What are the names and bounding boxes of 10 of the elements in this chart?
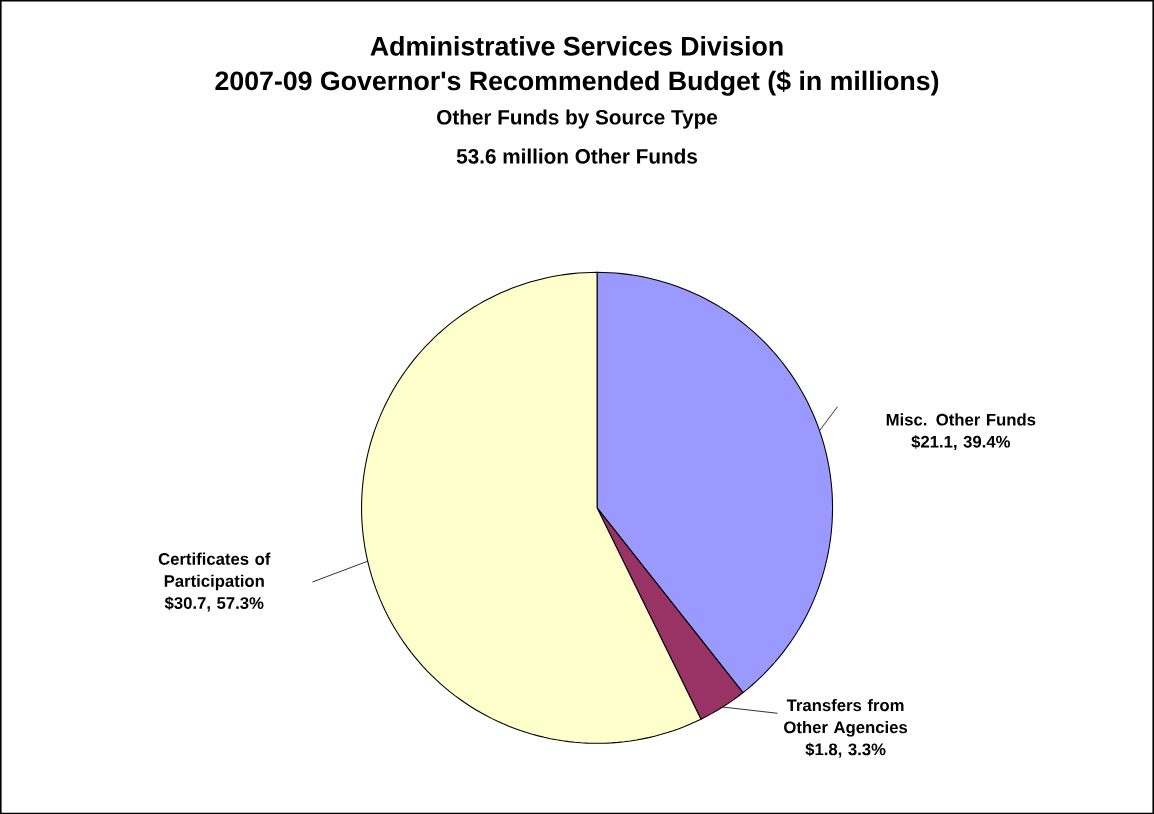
data-label: $30.7, 57.3% — [164, 596, 264, 612]
slice-label: Transfers from Other Agencies — [784, 698, 908, 737]
text: 53.6 million Other Funds — [456, 148, 697, 164]
chart-title: Administrative Services Division — [370, 35, 783, 56]
data-label: $1.8, 3.3% — [805, 742, 886, 758]
chart-subtitle: 2007-09 Governor's Recommended Budget ($ in millions) — [215, 70, 939, 96]
data-label: $21.1, 39.4% — [911, 434, 1011, 450]
text: Other Funds by Source Type — [437, 109, 718, 129]
slice-label: Certificates of Participation — [158, 552, 271, 591]
slice-label: Misc. Other Funds — [886, 413, 1036, 426]
